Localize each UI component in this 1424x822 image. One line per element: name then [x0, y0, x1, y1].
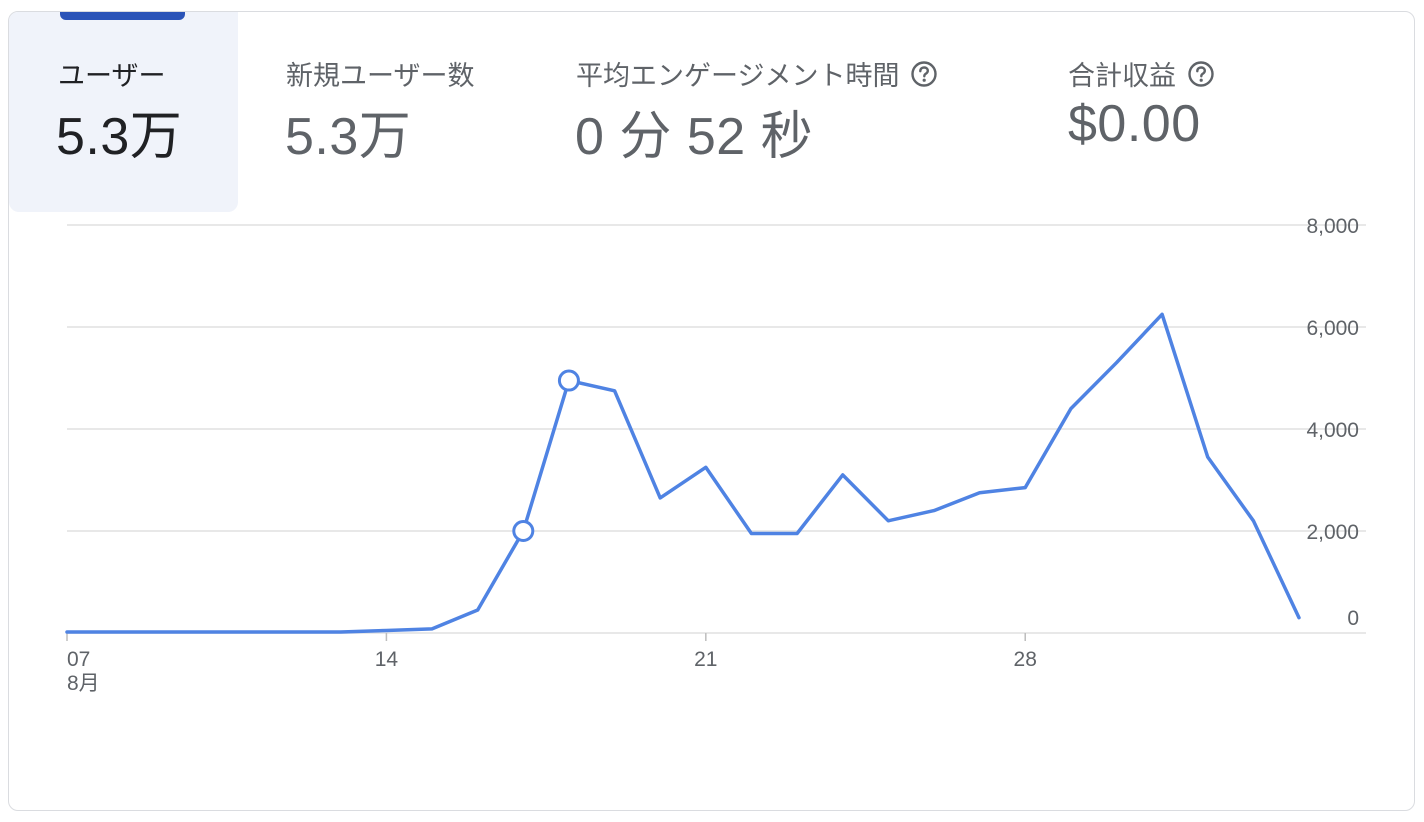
data-point[interactable] [839, 471, 847, 479]
highlighted-data-point[interactable] [557, 369, 580, 392]
data-point[interactable] [1021, 484, 1029, 492]
data-point[interactable] [200, 628, 208, 636]
data-point[interactable] [337, 628, 345, 636]
data-point[interactable] [930, 507, 938, 515]
x-tick-label: 14 [375, 648, 399, 671]
data-point[interactable] [109, 628, 117, 636]
users-overview-card: ユーザー 5.3万 新規ユーザー数 5.3万 平均エンゲージメント時間 0 分 … [8, 11, 1415, 811]
data-point[interactable] [611, 387, 619, 395]
data-point[interactable] [884, 517, 892, 525]
y-tick-label: 6,000 [1306, 317, 1359, 340]
metric-value: 0 分 52 秒 [575, 108, 814, 166]
x-tick-label: 07 [67, 648, 90, 671]
data-point[interactable] [1112, 359, 1120, 367]
y-tick-label: 0 [1347, 607, 1359, 630]
metric-label: 合計収益 [1068, 54, 1214, 93]
data-point[interactable] [1067, 405, 1075, 413]
metric-value: 5.3万 [285, 108, 412, 166]
metric-value: $0.00 [1068, 95, 1201, 153]
data-point[interactable] [1295, 614, 1303, 622]
metric-tab-total-revenue[interactable]: 合計収益 $0.00 [1018, 12, 1318, 212]
data-point[interactable] [747, 530, 755, 538]
active-tab-indicator [60, 12, 185, 20]
metric-tab-new-users[interactable]: 新規ユーザー数 5.3万 [238, 12, 528, 212]
data-point[interactable] [428, 625, 436, 633]
data-point[interactable] [976, 489, 984, 497]
data-point[interactable] [474, 606, 482, 614]
y-tick-label: 8,000 [1306, 215, 1359, 238]
data-point[interactable] [291, 628, 299, 636]
y-tick-label: 2,000 [1306, 521, 1359, 544]
data-point[interactable] [793, 530, 801, 538]
data-point[interactable] [246, 628, 254, 636]
x-tick-label: 28 [1014, 648, 1037, 671]
x-tick-sublabel: 8月 [67, 672, 100, 695]
metric-tab-avg-engagement-time[interactable]: 平均エンゲージメント時間 0 分 52 秒 [528, 12, 1018, 212]
data-point[interactable] [1249, 517, 1257, 525]
metric-value: 5.3万 [56, 108, 183, 166]
data-point[interactable] [1158, 310, 1166, 318]
data-point[interactable] [154, 628, 162, 636]
data-point[interactable] [702, 463, 710, 471]
metric-label: ユーザー [58, 61, 166, 91]
y-tick-label: 4,000 [1306, 419, 1359, 442]
metric-tab-users[interactable]: ユーザー 5.3万 [9, 12, 238, 212]
data-point[interactable] [656, 494, 664, 502]
data-point[interactable] [1204, 453, 1212, 461]
help-icon[interactable] [1188, 60, 1214, 87]
x-tick-label: 21 [694, 648, 717, 671]
data-point[interactable] [63, 628, 71, 636]
metric-label: 新規ユーザー数 [286, 61, 475, 91]
metric-label: 平均エンゲージメント時間 [576, 54, 938, 93]
highlighted-data-point[interactable] [512, 520, 535, 542]
help-icon[interactable] [911, 60, 938, 87]
data-point[interactable] [382, 626, 390, 634]
users-series-line [65, 312, 1301, 634]
